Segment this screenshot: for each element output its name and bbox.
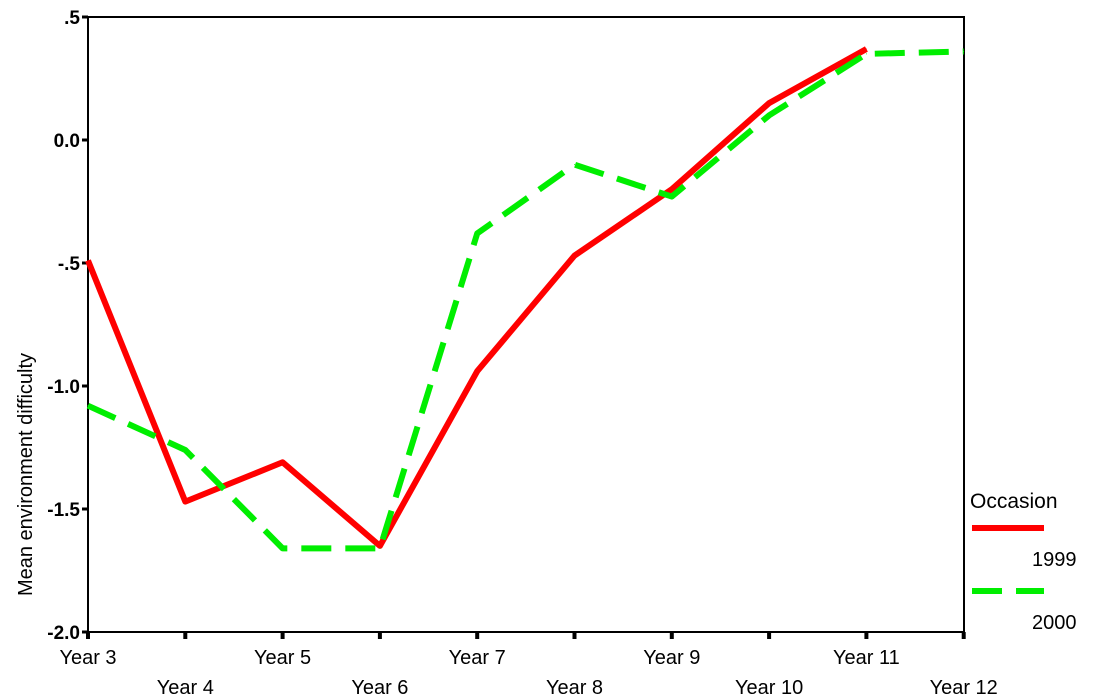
data-point-1999	[476, 370, 478, 372]
legend-label-2000: 2000	[1032, 612, 1077, 634]
x-tick-label: Year 4	[157, 677, 214, 698]
data-point-2000	[768, 114, 770, 116]
data-point-2000	[865, 53, 867, 55]
data-point-1999	[379, 545, 381, 547]
y-tick-label: -1.0	[47, 377, 80, 398]
y-tick-label: .5	[64, 8, 80, 29]
y-tick-label: -1.5	[47, 500, 80, 521]
x-tick-label: Year 7	[449, 647, 506, 669]
series-line-2000	[86, 48, 964, 552]
data-point-1999	[282, 461, 284, 463]
data-point-1999	[768, 102, 770, 104]
data-point-2000	[379, 547, 381, 549]
x-tick-label: Year 5	[254, 647, 311, 669]
y-tick-label: -2.0	[47, 623, 80, 644]
data-point-1999	[865, 48, 867, 50]
plot-frame	[87, 16, 965, 633]
data-point-2000	[87, 405, 89, 407]
data-point-1999	[184, 501, 186, 503]
data-point-1999	[671, 188, 673, 190]
data-point-2000	[963, 50, 965, 52]
legend: Occasion 1999 2000	[970, 490, 1077, 634]
x-tick-label: Year 6	[351, 677, 408, 698]
tick-labels: .5 0.0 -.5 -1.0 -1.5 -2.0 Year 3 Year 4 Year 5 Ye…	[15, 8, 998, 698]
data-point-2000	[476, 232, 478, 234]
y-axis-title: Mean environment difficulty	[15, 353, 37, 596]
x-tick-label: Year 11	[833, 647, 900, 669]
legend-title: Occasion	[970, 490, 1058, 513]
data-point-1999	[87, 260, 89, 262]
data-point-2000	[282, 547, 284, 549]
series-lines	[85, 46, 965, 552]
data-point-1999	[574, 255, 575, 257]
y-tick-label: 0.0	[54, 131, 80, 152]
x-tick-label: Year 9	[643, 647, 700, 669]
data-point-2000	[671, 196, 673, 198]
legend-label-1999: 1999	[1032, 549, 1077, 571]
axes	[82, 15, 966, 639]
y-tick-label: -.5	[58, 254, 81, 275]
x-tick-label: Year 8	[546, 677, 603, 698]
data-point-2000	[574, 164, 575, 166]
x-tick-label: Year 12	[930, 677, 998, 698]
x-tick-label: Year 10	[735, 677, 803, 698]
data-point-2000	[184, 449, 186, 451]
x-tick-label: Year 3	[59, 647, 116, 669]
